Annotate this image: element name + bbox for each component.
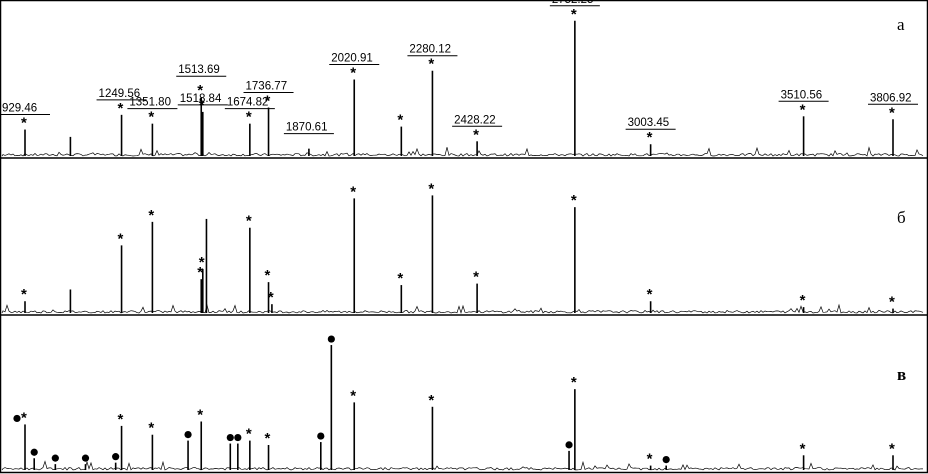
peak-marker-star: * — [246, 213, 252, 230]
panel-label: б — [897, 208, 906, 227]
peak-marker-star: * — [571, 374, 577, 391]
peak-mass-label: 1674.82 — [227, 97, 269, 109]
peak-marker-star: * — [473, 126, 479, 143]
peak-mass-label: 1518.84 — [180, 93, 222, 105]
peak-marker-star: * — [889, 440, 895, 457]
peak-marker-star: * — [246, 426, 252, 443]
peak-marker-star: * — [118, 100, 124, 117]
peak-mass-label: 3510.56 — [781, 89, 823, 101]
peak-marker-dot — [662, 455, 670, 464]
peak-marker-star: * — [397, 270, 403, 287]
peak-mass-label: 929.46 — [2, 103, 37, 115]
peak-marker-star: * — [647, 286, 653, 303]
peak-marker-star: * — [889, 294, 895, 311]
peak-marker-dot — [234, 433, 242, 442]
peak-marker-star: * — [197, 264, 203, 281]
peak-marker-star: * — [350, 65, 356, 82]
peak-mass-label: 3003.45 — [628, 117, 670, 129]
peak-marker-star: * — [428, 56, 434, 73]
peak-marker-dot — [184, 431, 192, 439]
peak-marker-star: * — [246, 109, 252, 126]
peak-mass-label: 2752.25 — [552, 0, 594, 6]
peak-marker-star: * — [148, 420, 154, 437]
peak-marker-star: * — [397, 112, 403, 129]
peak-marker-star: * — [571, 192, 577, 209]
peak-marker-star: * — [21, 286, 27, 303]
peak-mass-label: 1870.61 — [286, 122, 328, 134]
peak-marker-star: * — [21, 409, 27, 426]
peak-marker-star: * — [889, 104, 895, 121]
peak-marker-star: * — [197, 82, 203, 99]
peak-marker-star: * — [473, 269, 479, 286]
peak-marker-star: * — [350, 183, 356, 200]
peak-marker-star: * — [265, 430, 271, 447]
peak-mass-label: 1351.80 — [129, 97, 171, 109]
peak-mass-label: 2280.12 — [409, 44, 451, 56]
peak-mass-label: 2428.22 — [454, 114, 496, 126]
peak-marker-star: * — [118, 411, 124, 428]
peak-marker-dot — [81, 454, 90, 462]
peak-marker-dot — [226, 433, 234, 442]
peak-marker-dot — [317, 432, 325, 440]
peak-mass-label: 1249.56 — [99, 88, 141, 100]
baseline-noise — [1, 303, 924, 315]
peak-marker-dot — [30, 448, 38, 456]
peak-marker-star: * — [800, 440, 806, 457]
peak-marker-star: * — [265, 267, 271, 284]
peak-marker-star: * — [268, 289, 274, 306]
peak-marker-star: * — [571, 6, 577, 23]
peak-marker-dot — [13, 414, 21, 423]
baseline-noise — [1, 460, 924, 471]
panel-label: в — [897, 365, 906, 384]
peak-marker-dot — [112, 453, 120, 461]
peak-marker-dot — [327, 335, 335, 343]
peak-mass-label: 3806.92 — [870, 92, 912, 104]
peak-marker-star: * — [148, 109, 154, 126]
peak-marker-star: * — [118, 230, 124, 247]
peak-marker-star: * — [350, 387, 356, 404]
peak-marker-star: * — [21, 115, 27, 132]
panel-label: а — [897, 15, 905, 34]
peak-mass-label: 1736.77 — [246, 80, 288, 92]
peak-marker-star: * — [199, 254, 205, 271]
peak-mass-label: 1513.69 — [178, 64, 220, 76]
baseline-noise — [1, 146, 924, 157]
peak-marker-star: * — [647, 129, 653, 146]
peak-marker-star: * — [265, 92, 271, 109]
peak-marker-star: * — [800, 292, 806, 309]
peak-mass-label: 2020.91 — [331, 53, 373, 65]
peak-marker-star: * — [197, 406, 203, 423]
peak-marker-dot — [51, 454, 59, 462]
peak-marker-star: * — [647, 451, 653, 468]
peak-marker-dot — [565, 441, 573, 449]
peak-marker-star: * — [148, 207, 154, 224]
peak-marker-star: * — [800, 101, 806, 118]
peak-marker-star: * — [428, 392, 434, 409]
peak-marker-star: * — [428, 180, 434, 197]
